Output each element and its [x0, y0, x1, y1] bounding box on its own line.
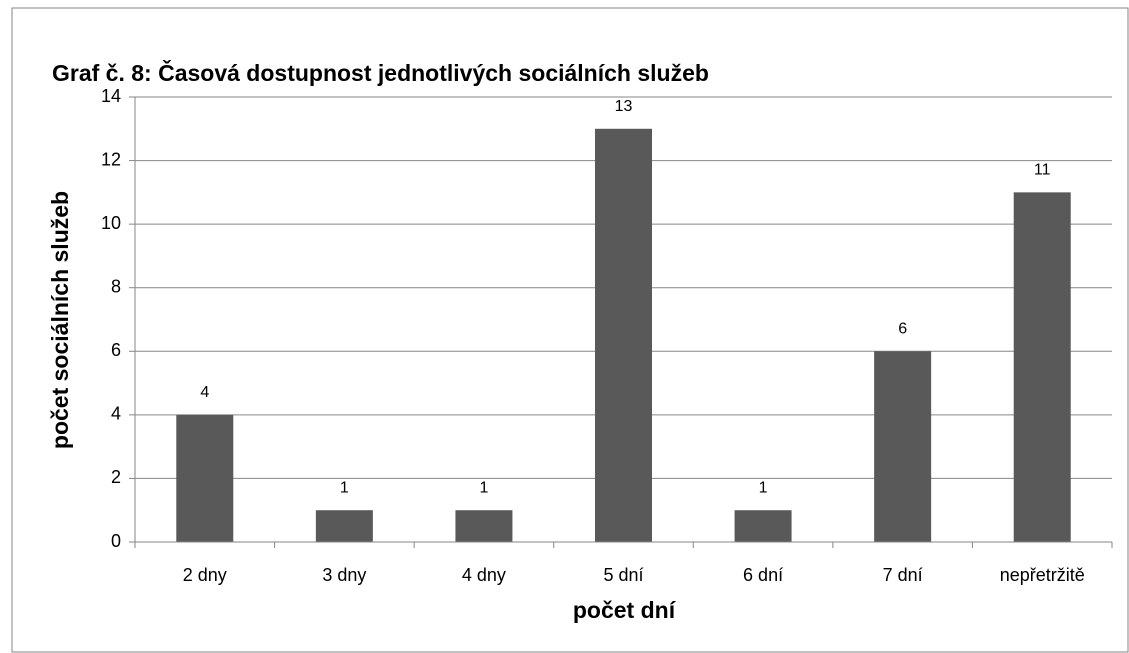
x-tick-label: 2 dny	[183, 565, 227, 585]
y-tick-label: 4	[111, 404, 121, 424]
data-label: 11	[1034, 162, 1051, 179]
bar	[455, 510, 513, 542]
y-tick-label: 0	[111, 531, 121, 551]
y-tick-label: 14	[101, 86, 121, 106]
bar	[315, 510, 373, 542]
chart-title: Graf č. 8: Časová dostupnost jednotlivýc…	[52, 59, 709, 86]
data-label: 13	[615, 98, 633, 115]
data-label: 1	[340, 479, 349, 496]
y-tick-label: 12	[101, 149, 121, 169]
bar	[1013, 192, 1071, 542]
data-label: 1	[759, 479, 768, 496]
chart-frame	[11, 7, 1129, 653]
x-tick-label: 3 dny	[322, 565, 366, 585]
data-label: 6	[898, 321, 907, 338]
bar	[874, 351, 932, 542]
x-axis-label: počet dní	[573, 597, 677, 623]
bar	[734, 510, 792, 542]
y-tick-label: 10	[101, 213, 121, 233]
x-tick-label: 5 dní	[603, 565, 643, 585]
bar	[595, 128, 652, 543]
x-tick-label: 6 dní	[743, 565, 783, 585]
data-label: 1	[479, 479, 488, 496]
x-tick-label: 4 dny	[462, 565, 506, 585]
y-tick-label: 6	[111, 340, 121, 360]
data-label: 4	[200, 384, 209, 401]
y-axis-label: počet sociálních služeb	[47, 191, 73, 449]
x-tick-label: 7 dní	[883, 565, 923, 585]
x-tick-label: nepřetržitě	[1000, 565, 1085, 585]
y-tick-label: 8	[111, 276, 121, 296]
bar	[176, 414, 234, 542]
y-tick-label: 2	[111, 467, 121, 487]
